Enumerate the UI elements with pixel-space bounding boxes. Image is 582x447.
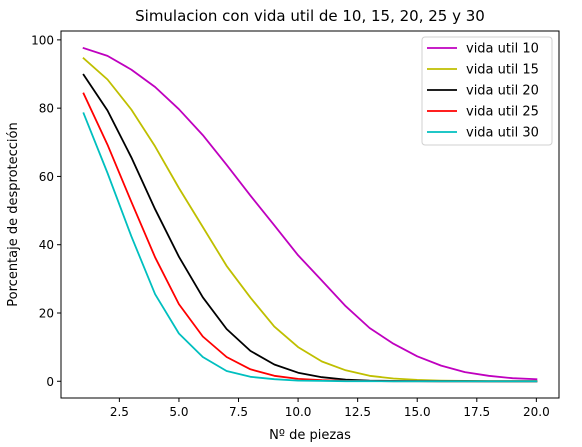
x-tick-label: 2.5 (110, 405, 129, 419)
y-tick-label: 100 (31, 33, 54, 47)
legend: vida util 10 vida util 15 vida util 20 vida… (421, 36, 553, 146)
y-tick-label: 60 (39, 170, 54, 184)
legend-label: vida util 25 (466, 105, 539, 120)
chart-title: Simulacion con vida util de 10, 15, 20, … (135, 7, 485, 25)
y-axis: 0 20 40 60 80 100 (31, 33, 61, 389)
x-axis: 2.5 5.0 7.5 10.0 12.5 15.0 17.5 20.0 (110, 398, 550, 419)
series-layer (82, 46, 538, 383)
x-tick-label: 10.0 (285, 405, 312, 419)
y-tick-label: 0 (46, 375, 54, 389)
legend-label: vida util 30 (466, 126, 539, 141)
y-tick-label: 80 (39, 102, 54, 116)
y-axis-label: Porcentaje de desprotección (6, 122, 21, 306)
x-axis-label: Nº de piezas (269, 428, 351, 443)
legend-label: vida util 20 (466, 84, 539, 99)
legend-box (421, 36, 553, 146)
legend-label: vida util 15 (466, 63, 539, 78)
y-tick-label: 40 (39, 238, 54, 252)
y-tick-label: 20 (39, 306, 54, 320)
series-line-1 (82, 46, 538, 381)
legend-label: vida util 10 (466, 42, 539, 57)
x-tick-label: 15.0 (404, 405, 431, 419)
x-tick-label: 12.5 (344, 405, 371, 419)
x-tick-label: 5.0 (169, 405, 188, 419)
series-line-5 (82, 112, 538, 383)
x-tick-label: 20.0 (523, 405, 550, 419)
x-tick-label: 7.5 (229, 405, 248, 419)
x-tick-label: 17.5 (463, 405, 490, 419)
